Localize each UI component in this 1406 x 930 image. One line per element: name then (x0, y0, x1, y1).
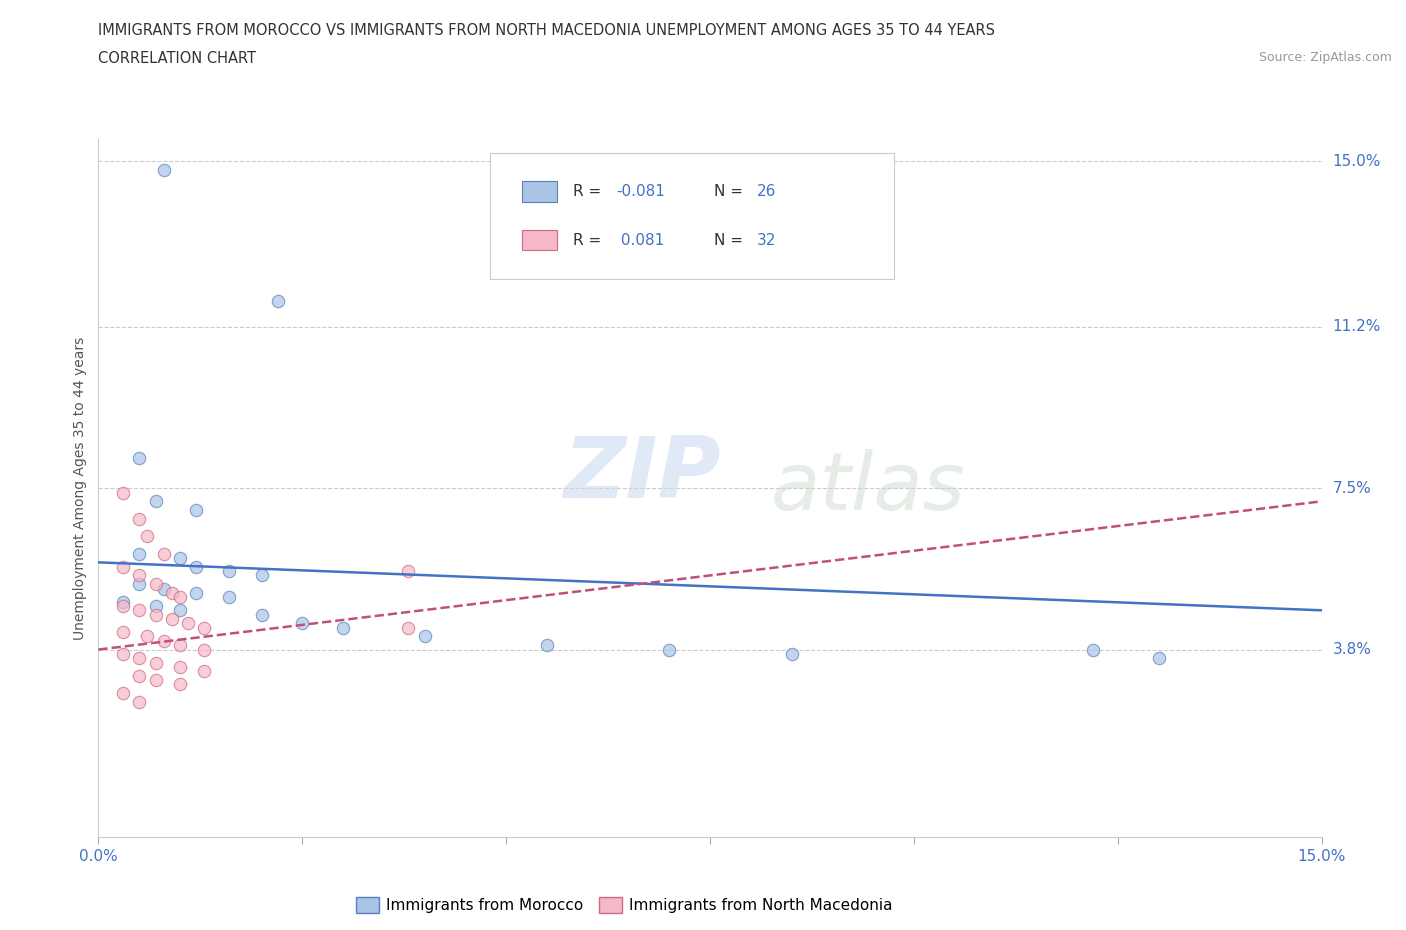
Point (128, 651, 150, 666)
Point (396, 620, 419, 635)
Text: 15.0%: 15.0% (1333, 153, 1381, 169)
Point (128, 577, 150, 591)
Point (145, 607, 167, 622)
Point (128, 546, 150, 561)
Text: Source: ZipAtlas.com: Source: ZipAtlas.com (1258, 51, 1392, 64)
Point (169, 603, 191, 618)
Point (111, 685, 134, 700)
Point (536, 638, 558, 653)
Point (186, 502, 208, 517)
Point (152, 163, 174, 178)
Point (111, 646, 134, 661)
Point (1147, 651, 1170, 666)
Point (169, 638, 191, 653)
Point (186, 559, 208, 574)
Text: CORRELATION CHART: CORRELATION CHART (98, 51, 256, 66)
Point (250, 607, 273, 622)
Point (152, 581, 174, 596)
Text: R =: R = (574, 184, 606, 199)
Point (160, 612, 183, 627)
FancyBboxPatch shape (522, 181, 557, 202)
Point (658, 642, 681, 657)
Point (218, 564, 240, 578)
Point (128, 669, 150, 684)
Point (128, 512, 150, 526)
Point (145, 655, 167, 670)
Point (177, 616, 200, 631)
Point (152, 546, 174, 561)
Point (193, 664, 215, 679)
FancyBboxPatch shape (522, 231, 557, 250)
Point (193, 642, 215, 657)
Point (780, 646, 803, 661)
Text: N =: N = (714, 233, 748, 248)
Point (186, 586, 208, 601)
Point (169, 551, 191, 565)
Point (128, 568, 150, 583)
Point (145, 599, 167, 614)
Text: IMMIGRANTS FROM MOROCCO VS IMMIGRANTS FROM NORTH MACEDONIA UNEMPLOYMENT AMONG AG: IMMIGRANTS FROM MOROCCO VS IMMIGRANTS FR… (98, 23, 995, 38)
Point (332, 620, 354, 635)
Y-axis label: Unemployment Among Ages 35 to 44 years: Unemployment Among Ages 35 to 44 years (73, 337, 87, 640)
Point (193, 620, 215, 635)
Point (136, 629, 159, 644)
Text: -0.081: -0.081 (616, 184, 665, 199)
Point (111, 485, 134, 500)
Point (111, 594, 134, 609)
Text: R =: R = (574, 233, 606, 248)
Text: 3.8%: 3.8% (1333, 642, 1372, 658)
Point (128, 603, 150, 618)
Point (145, 672, 167, 687)
Point (145, 494, 167, 509)
Point (291, 616, 314, 631)
Point (145, 577, 167, 591)
Point (267, 293, 290, 308)
Text: 11.2%: 11.2% (1333, 319, 1381, 335)
Point (169, 677, 191, 692)
Point (152, 633, 174, 648)
Text: 32: 32 (756, 233, 776, 248)
Point (136, 529, 159, 544)
Point (169, 659, 191, 674)
Text: ZIP: ZIP (564, 432, 721, 516)
Point (111, 625, 134, 640)
FancyBboxPatch shape (489, 153, 894, 279)
Point (413, 629, 436, 644)
Point (111, 599, 134, 614)
Point (169, 590, 191, 604)
Point (396, 564, 419, 578)
Text: 7.5%: 7.5% (1333, 481, 1371, 496)
Point (128, 450, 150, 465)
Point (218, 590, 240, 604)
Text: 0.081: 0.081 (616, 233, 664, 248)
Point (128, 695, 150, 710)
Point (250, 568, 273, 583)
Text: N =: N = (714, 184, 748, 199)
Legend: Immigrants from Morocco, Immigrants from North Macedonia: Immigrants from Morocco, Immigrants from… (356, 897, 893, 913)
Point (1083, 642, 1105, 657)
Text: 26: 26 (756, 184, 776, 199)
Point (111, 559, 134, 574)
Text: atlas: atlas (772, 449, 966, 527)
Point (160, 586, 183, 601)
